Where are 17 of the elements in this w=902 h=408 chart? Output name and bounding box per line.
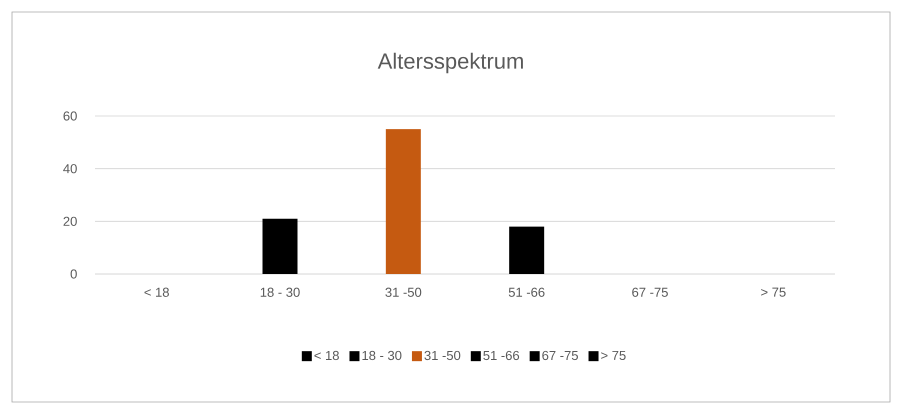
legend-label: > 75 — [601, 350, 626, 360]
chart-title: Altersspektrum — [378, 52, 523, 74]
y-tick-label: 60 — [64, 111, 77, 121]
y-tick-label: 0 — [70, 269, 77, 279]
legend-label: 31 -50 — [424, 350, 460, 360]
legend-label: 67 -75 — [542, 350, 578, 360]
legend-label: 18 - 30 — [362, 350, 402, 360]
y-tick-label: 40 — [63, 164, 77, 174]
x-tick-label: < 18 — [144, 288, 169, 297]
legend-label: 51 -66 — [483, 350, 520, 360]
x-tick-label: > 75 — [761, 288, 786, 297]
x-tick-label: 51 -66 — [508, 288, 545, 297]
x-tick-label: 67 -75 — [632, 288, 668, 297]
y-tick-label: 20 — [64, 216, 77, 226]
legend-label: < 18 — [314, 350, 339, 360]
x-tick-label: 18 - 30 — [260, 288, 300, 297]
x-tick-label: 31 -50 — [385, 288, 422, 297]
